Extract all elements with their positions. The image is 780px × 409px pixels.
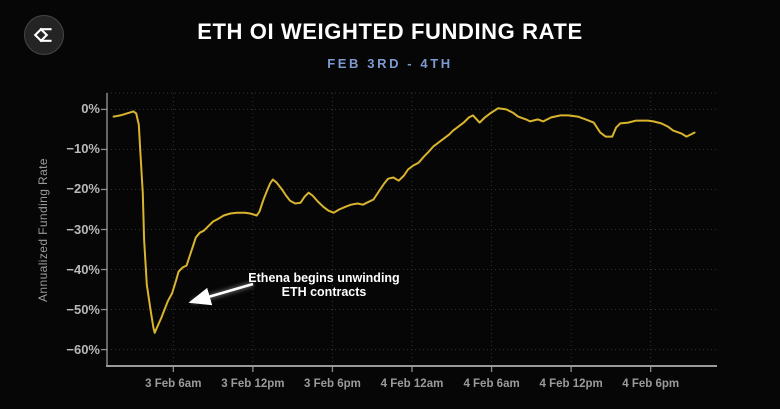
y-tick-label: −40% [66, 261, 100, 277]
chart-subtitle: FEB 3RD - 4TH [327, 56, 453, 71]
x-tick-label: 4 Feb 12pm [539, 378, 603, 390]
brand-logo [24, 15, 64, 55]
annotation-text: Ethena begins unwinding ETH contracts [248, 271, 399, 299]
funding-rate-line [112, 107, 696, 334]
x-tick-label: 4 Feb 6am [463, 378, 520, 390]
chart-title: ETH OI WEIGHTED FUNDING RATE [197, 19, 583, 44]
grid-lines [107, 92, 717, 366]
y-tick-label: 0% [81, 101, 100, 117]
y-tick-label: −50% [66, 301, 100, 317]
y-tick-label: −60% [66, 341, 100, 357]
x-tick-label: 3 Feb 6am [145, 378, 202, 390]
x-tick-label: 4 Feb 12am [380, 378, 444, 390]
sigma-diamond-logo-icon [33, 27, 52, 43]
x-tick-label: 3 Feb 12pm [221, 378, 285, 390]
axes [101, 93, 717, 372]
annotation-arrow [188, 281, 254, 306]
x-tick-label: 4 Feb 6pm [622, 378, 680, 390]
y-tick-label: −20% [66, 181, 100, 197]
y-tick-label: −10% [66, 141, 100, 157]
annotation-line-1: Ethena begins unwinding [248, 271, 400, 285]
x-tick-label: 3 Feb 6pm [303, 378, 361, 390]
annotation-line-2: ETH contracts [281, 285, 367, 299]
y-tick-label: −30% [66, 221, 100, 237]
